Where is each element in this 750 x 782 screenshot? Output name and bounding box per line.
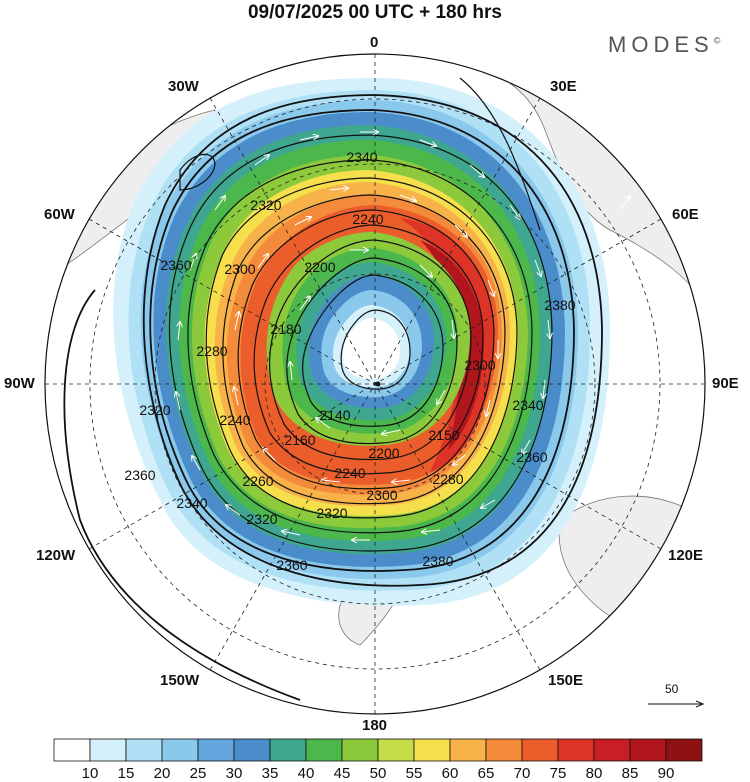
contour-label: 2340 (176, 495, 207, 511)
contour-label: 2280 (196, 343, 227, 359)
contour-label: 2380 (422, 553, 453, 569)
contour-label: 2200 (304, 259, 335, 275)
map-title: 09/07/2025 00 UTC + 180 hrs (247, 2, 503, 23)
contour-2200 (268, 239, 472, 461)
lon-label-150w: 150W (160, 672, 200, 689)
wind-inner-core-10 (343, 318, 400, 380)
reference-vector-value: 50 (665, 682, 679, 696)
contour-label: 2340 (346, 149, 377, 165)
lon-label-180: 180 (362, 717, 388, 734)
lon-label-60e: 60E (672, 206, 699, 223)
contour-label: 2320 (250, 197, 281, 213)
contour-label: 2300 (224, 261, 255, 277)
brand-name: MODES (608, 32, 714, 57)
lon-label-90e: 90E (712, 375, 739, 392)
contour-label: 2240 (219, 412, 250, 428)
pole-marker (375, 381, 381, 387)
contour-2180 (286, 257, 458, 445)
contour-label: 2140 (319, 407, 350, 423)
graticule (45, 54, 705, 714)
brand-mark: © (713, 35, 721, 46)
wind-band-85 (420, 240, 484, 450)
contour-label: 2280 (432, 471, 463, 487)
contour-2380-east (459, 77, 541, 231)
contour-label: 2320 (246, 511, 277, 527)
contour-label: 2360 (160, 257, 191, 273)
contour-label: 2240 (334, 465, 365, 481)
contour-2240 (253, 224, 484, 475)
contour-label: 2260 (242, 473, 273, 489)
contour-2320 (187, 159, 533, 534)
contour-label: 2160 (284, 432, 315, 448)
contour-2280 (222, 194, 506, 505)
contour-labels: 2340 2320 2240 2300 2200 2360 2180 2280 … (124, 149, 575, 573)
contour-2160 (302, 274, 444, 427)
lon-label-120e: 120E (668, 547, 704, 564)
lon-label-30w: 30W (168, 78, 199, 95)
map-disk (45, 54, 705, 714)
lon-label-60w: 60W (44, 206, 75, 223)
map-boundary (44, 53, 706, 715)
wind-speed-shading (113, 78, 611, 606)
lon-label-150e: 150E (548, 672, 584, 689)
contour-label: 2380 (544, 297, 575, 313)
contour-label: 2320 (139, 402, 170, 418)
contour-label: 2300 (464, 357, 495, 373)
contour-2380-west (63, 289, 301, 701)
contour-2340 (168, 134, 553, 552)
height-contours (63, 77, 603, 701)
contour-small-closed (179, 153, 216, 191)
contour-2300 (205, 177, 518, 519)
contour-label: 2200 (368, 445, 399, 461)
lon-label-0: 0 (370, 34, 379, 51)
contour-label: 2240 (352, 211, 383, 227)
brand-logo: MODES© (608, 32, 720, 58)
contour-2260 (237, 209, 495, 490)
contour-label: 2360 (124, 467, 155, 483)
contour-label: 2320 (316, 505, 347, 521)
contour-label: 2360 (276, 557, 307, 573)
lon-label-90w: 90W (4, 375, 35, 392)
lon-label-30e: 30E (550, 78, 577, 95)
contour-2380 (142, 94, 603, 587)
contour-2140 (340, 309, 411, 390)
contour-label: 2180 (270, 321, 301, 337)
contour-label: 2360 (516, 449, 547, 465)
contour-2360 (149, 109, 575, 572)
contour-label: 2340 (512, 397, 543, 413)
contour-label: 2150 (428, 427, 459, 443)
lon-label-120w: 120W (36, 547, 76, 564)
contour-label: 2300 (366, 487, 397, 503)
